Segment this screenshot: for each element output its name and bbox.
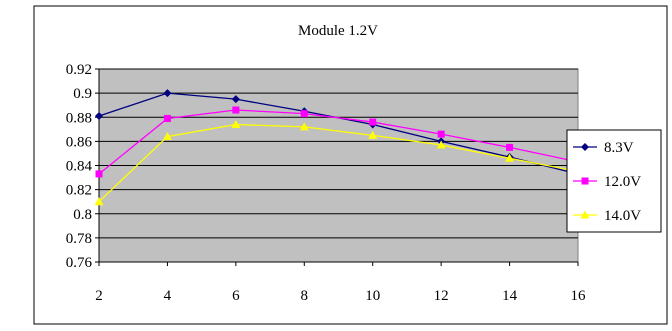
data-point-diamond — [231, 95, 240, 104]
series-line-1 — [98, 109, 579, 175]
data-point-square — [300, 110, 308, 118]
x-tick-label: 14 — [502, 288, 518, 304]
data-point-square — [437, 130, 445, 138]
x-tick-label: 2 — [95, 288, 103, 304]
legend-marker-triangle — [580, 210, 590, 219]
legend-label: 12.0V — [604, 174, 641, 190]
y-tick-label: 0.86 — [66, 134, 93, 150]
x-tick-label: 6 — [232, 288, 240, 304]
x-tick-label: 12 — [434, 288, 449, 304]
y-tick-label: 0.78 — [66, 231, 92, 247]
legend-marker-square — [581, 177, 589, 185]
plot-area: 0.92 0.9 0.88 0.86 0.84 0.82 0.8 0.78 0.76 2 4 6 8 10… — [66, 62, 586, 304]
x-tick-label: 16 — [571, 288, 587, 304]
data-point-triangle — [505, 153, 515, 162]
y-tick-label: 0.82 — [66, 183, 92, 199]
x-tick-label: 8 — [301, 288, 309, 304]
data-point-triangle — [162, 132, 172, 141]
data-point-square — [95, 170, 103, 178]
y-tick-label: 0.8 — [73, 207, 92, 223]
legend-marker-diamond — [581, 143, 589, 151]
data-point-triangle — [368, 130, 378, 139]
y-tick-label: 0.88 — [66, 110, 92, 126]
y-tick-label: 0.76 — [66, 255, 93, 271]
y-tick-label: 0.84 — [66, 159, 93, 175]
data-point-square — [369, 118, 377, 126]
data-point-triangle — [436, 140, 446, 149]
x-tick-label: 10 — [365, 288, 380, 304]
legend: 8.3V 12.0V 14.0V — [566, 129, 662, 233]
data-point-triangle — [94, 197, 104, 206]
data-point-square — [506, 143, 514, 151]
series-line-2 — [98, 123, 579, 203]
data-point-square — [163, 114, 171, 122]
x-tick-label: 4 — [164, 288, 172, 304]
legend-label: 8.3V — [604, 140, 634, 156]
data-point-triangle — [231, 119, 241, 128]
data-point-diamond — [95, 112, 103, 121]
y-tick-label: 0.92 — [66, 62, 92, 78]
data-point-triangle — [299, 122, 309, 131]
y-tick-label: 0.9 — [73, 86, 92, 102]
data-point-square — [232, 106, 240, 114]
legend-label: 14.0V — [604, 208, 641, 224]
chart-title: Module 1.2V — [298, 23, 378, 39]
data-point-diamond — [163, 89, 172, 98]
